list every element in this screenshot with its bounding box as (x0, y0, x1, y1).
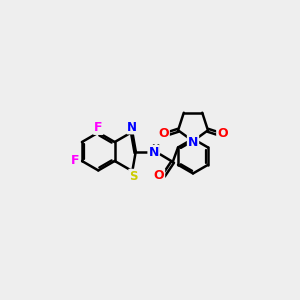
Text: F: F (71, 154, 80, 167)
Text: O: O (217, 127, 228, 140)
Text: N: N (148, 146, 159, 159)
Text: N: N (188, 136, 198, 148)
Text: O: O (158, 127, 169, 140)
Text: F: F (94, 121, 103, 134)
Text: O: O (154, 169, 164, 182)
Text: H: H (152, 144, 160, 154)
Text: N: N (127, 121, 137, 134)
Text: S: S (129, 170, 138, 183)
